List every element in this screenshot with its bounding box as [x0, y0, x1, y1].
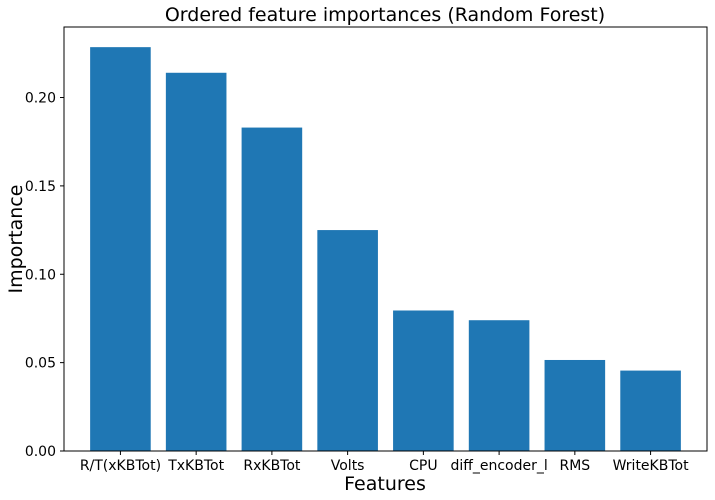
x-tick-label-2: RxKBTot [243, 458, 301, 474]
y-tick-label-1: 0.05 [25, 356, 56, 372]
x-axis: R/T(xKBTot) TxKBTot RxKBTot Volts CPU diff_en… [80, 451, 689, 474]
x-tick-label-6: RMS [559, 458, 590, 474]
x-tick-label-0: R/T(xKBTot) [80, 458, 161, 474]
plot-frame [63, 26, 708, 452]
bar-2 [241, 127, 303, 451]
x-axis-label: Features [344, 473, 426, 495]
y-tick-label-0: 0.00 [25, 444, 56, 460]
y-tick-label-2: 0.10 [25, 267, 56, 283]
bar-6 [544, 359, 606, 451]
x-tick-label-1: TxKBTot [167, 458, 224, 474]
x-tick-label-4: CPU [409, 458, 437, 474]
chart-title: Ordered feature importances (Random Fore… [165, 4, 605, 26]
bars-group [90, 47, 681, 451]
y-axis-label: Importance [5, 185, 27, 294]
x-tick-label-5: diff_encoder_l [450, 458, 547, 474]
bar-0 [90, 47, 151, 451]
x-tick-label-3: Volts [331, 458, 365, 474]
bar-7 [620, 370, 681, 451]
bar-1 [165, 72, 227, 451]
y-tick-label-4: 0.20 [25, 91, 56, 107]
x-tick-label-7: WriteKBTot [613, 458, 689, 474]
y-tick-label-3: 0.15 [25, 179, 56, 195]
y-axis: 0.00 0.05 0.10 0.15 0.20 [25, 91, 64, 460]
bar-3 [317, 230, 378, 451]
bar-4 [393, 310, 454, 451]
bar-5 [468, 320, 530, 451]
